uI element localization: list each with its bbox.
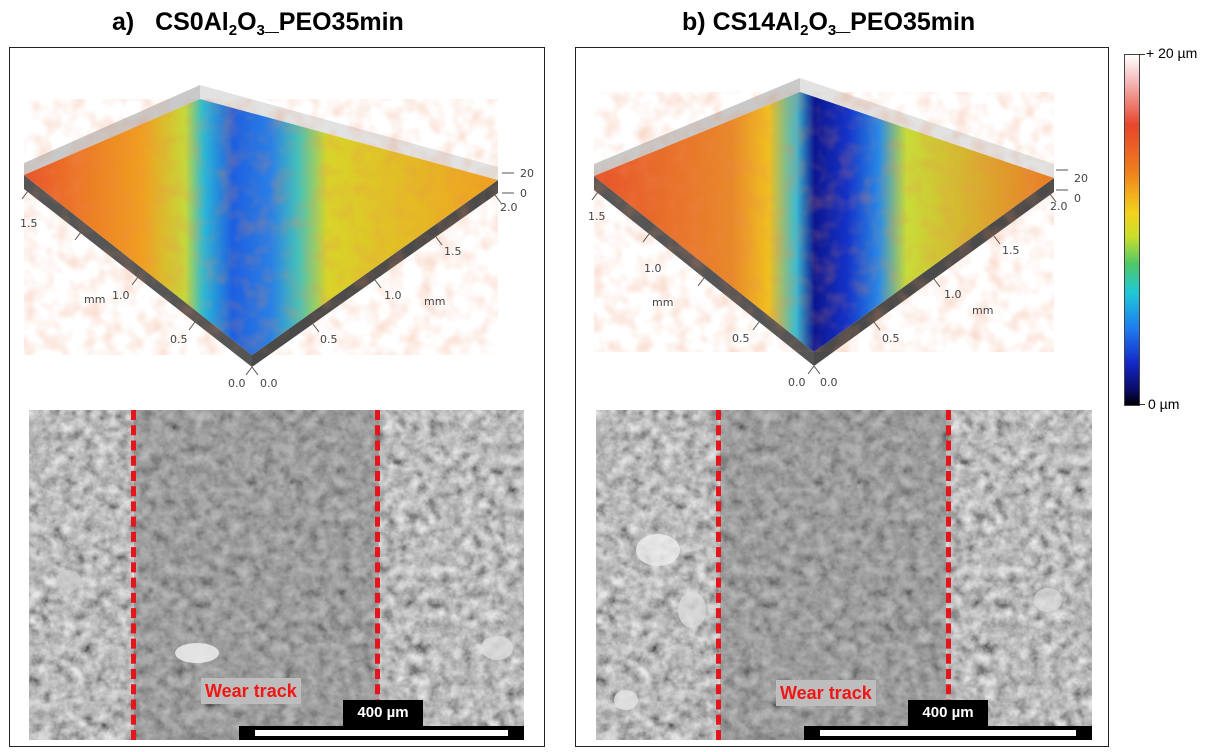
panel-b-surface-plot: 0.0 0.5 1.0 1.5 mm 0.0 0.5 1.0 1.5 2.0 m… [588,78,1088,389]
panel-a-right-tick-4: 2.0 [500,201,518,214]
panel-a-scale-label: 400 µm [343,700,423,726]
colorbar-top-label: + 20 µm [1146,45,1198,61]
panel-a-left-unit: mm [84,293,105,306]
panel-b-wear-label: Wear track [776,680,876,706]
panel-b-title-part: CS14Al [712,8,801,36]
panel-b-title-part: _PEO35min [836,8,976,36]
panel-b-letter: b) [682,8,706,36]
panel-b-right-tick-3: 1.5 [1002,244,1020,257]
panel-b-sem-image: Wear track 400 µm [596,410,1092,740]
colorbar-bottom-label: 0 µm [1148,396,1180,412]
colorbar-top-tick [1139,54,1145,55]
colorbar-bottom-tick [1139,404,1145,405]
panel-a-title-sub: 3 [256,22,265,39]
panel-a-right-tick-0: 0.0 [260,377,278,390]
panel-a-z-tick-top: 20 [520,167,534,180]
panel-b-scale-label: 400 µm [908,700,988,726]
panel-a-sem-image: Wear track 400 µm [29,410,524,740]
panel-a-wear-label: Wear track [201,678,301,704]
panel-b-left-tick-3: 1.5 [588,210,606,223]
panel-b-right-tick-2: 1.0 [944,288,962,301]
panel-b-scale-bar [804,726,1092,740]
panel-b-left-tick-1: 0.5 [732,332,750,345]
panel-b-right-tick-4: 2.0 [1050,200,1068,213]
panel-b-title-sub: 2 [800,22,809,39]
panel-b-left-unit: mm [652,296,673,309]
panel-a-letter: a) [112,8,135,36]
panel-b-title: b) CS14Al2O3_PEO35min [682,8,975,39]
panel-a-left-tick-1: 0.5 [170,333,188,346]
panel-b-title-sub: 3 [827,22,837,39]
panel-a-surface-plot: 0.0 0.5 1.0 1.5 mm 0.0 0.5 1.0 1.5 2.0 m… [20,85,534,390]
panel-b-right-tick-0: 0.0 [820,376,838,389]
panel-b-left-tick-2: 1.0 [644,262,662,275]
panel-b-z-tick-bottom: 0 [1074,192,1081,205]
panel-b-wear-boundary-right [946,410,951,740]
panel-a-title: a) CS0Al2O3_PEO35min [112,8,404,39]
panel-a-left-tick-0: 0.0 [228,377,246,390]
panel-b-left-tick-0: 0.0 [788,376,806,389]
panel-b-z-tick-top: 20 [1074,172,1088,185]
panel-a-left-tick-2: 1.0 [112,289,130,302]
panel-a-wear-boundary-left [131,410,136,740]
panel-a-right-tick-1: 0.5 [320,333,338,346]
panel-b-right-tick-1: 0.5 [882,332,900,345]
panel-a-title-part: CS0Al [155,8,229,36]
panel-a-right-tick-3: 1.5 [444,245,462,258]
panel-a-z-tick-bottom: 0 [520,187,527,200]
panel-a-scale-bar [239,726,524,740]
panel-b-wear-boundary-left [716,410,721,740]
panel-a-right-tick-2: 1.0 [384,289,402,302]
panel-b-title-part: O [808,8,828,36]
panel-a-left-tick-3: 1.5 [20,217,38,230]
panel-a-wear-boundary-right [375,410,380,740]
panel-b-right-unit: mm [972,304,993,317]
panel-a-title-part: O [237,8,257,36]
panel-a-right-unit: mm [424,295,445,308]
height-colorbar [1124,54,1140,406]
panel-a-title-part: _PEO35min [264,8,404,36]
panel-a-title-sub: 2 [228,22,238,39]
